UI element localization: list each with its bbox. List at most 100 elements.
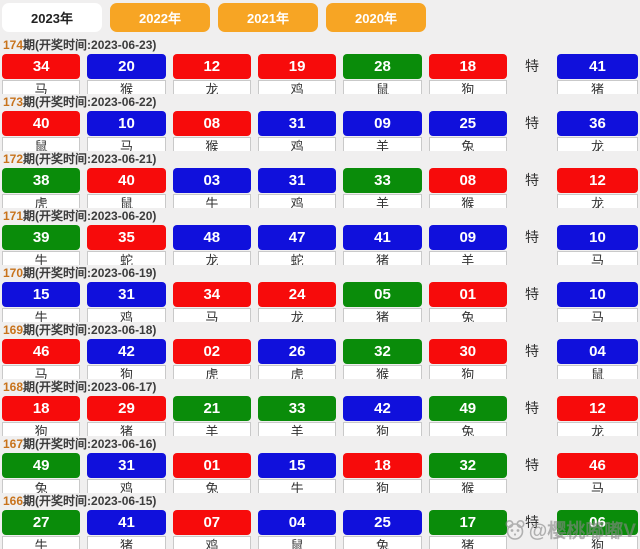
ball-number: 20: [87, 54, 166, 79]
special-ball: 04 鼠: [557, 339, 638, 379]
special-label: 特: [525, 457, 539, 473]
ball-zodiac: 牛: [2, 251, 81, 265]
ball-zodiac: 狗: [87, 365, 166, 379]
ball: 20 猴: [87, 54, 166, 94]
ball-zodiac: 马: [2, 80, 81, 94]
ball-zodiac: 猪: [343, 308, 422, 322]
ball-zodiac: 龙: [557, 194, 638, 208]
draw-row: 168期(开奖时间:2023-06-17) 18 狗 29 猪 21 羊 33 …: [0, 379, 640, 436]
special-ball-slot: 41 猪: [557, 54, 638, 94]
tab-2023年[interactable]: 2023年: [2, 3, 102, 32]
ball: 32 猴: [428, 453, 507, 493]
ball-zodiac: 鼠: [257, 536, 337, 549]
ball: 46 马: [2, 339, 81, 379]
normal-balls: 49 兔 31 鸡 01 兔 15 牛 18 狗 32 猴: [2, 453, 507, 493]
special-label: 特: [525, 343, 539, 359]
ball-zodiac: 马: [557, 251, 638, 265]
ball-zodiac: 猴: [428, 479, 507, 493]
ball: 05 猪: [343, 282, 422, 322]
ball-number: 26: [257, 339, 337, 364]
ball-number: 25: [428, 111, 507, 136]
draw-header: 172期(开奖时间:2023-06-21): [0, 151, 640, 168]
ball: 18 狗: [2, 396, 81, 436]
ball-zodiac: 虎: [257, 365, 337, 379]
ball-number: 05: [343, 282, 422, 307]
ball-zodiac: 猴: [172, 137, 251, 151]
tab-2020年[interactable]: 2020年: [326, 3, 426, 32]
ball-number: 18: [2, 396, 81, 421]
ball-zodiac: 猴: [87, 80, 166, 94]
draw-row: 166期(开奖时间:2023-06-15) 27 牛 41 猪 07 鸡 04 …: [0, 493, 640, 549]
period-number: 171: [3, 209, 24, 223]
ball-number: 49: [2, 453, 81, 478]
ball: 34 马: [2, 54, 81, 94]
ball-zodiac: 猪: [428, 536, 507, 549]
draw-row: 172期(开奖时间:2023-06-21) 38 虎 40 鼠 03 牛 31 …: [0, 151, 640, 208]
period-number: 166: [3, 494, 24, 508]
ball-number: 07: [172, 510, 251, 535]
draw-row: 171期(开奖时间:2023-06-20) 39 牛 35 蛇 48 龙 47 …: [0, 208, 640, 265]
draw-time: 期(开奖时间:2023-06-19): [23, 266, 157, 280]
special-ball-slot: 36 龙: [557, 111, 638, 151]
ball-number: 31: [87, 282, 166, 307]
ball-number: 34: [2, 54, 81, 79]
ball-zodiac: 龙: [557, 137, 638, 151]
ball: 12 龙: [172, 54, 251, 94]
special-label: 特: [525, 172, 539, 188]
ball-zodiac: 猪: [87, 536, 166, 549]
normal-balls: 38 虎 40 鼠 03 牛 31 鸡 33 羊 08 猴: [2, 168, 507, 208]
ball-number: 25: [343, 510, 422, 535]
normal-balls: 46 马 42 狗 02 虎 26 虎 32 猴 30 狗: [2, 339, 507, 379]
ball-zodiac: 鼠: [87, 194, 166, 208]
special-ball-slot: 46 马: [557, 453, 638, 493]
special-ball: 10 马: [557, 282, 638, 322]
special-label: 特: [525, 115, 539, 131]
special-label: 特: [525, 229, 539, 245]
ball-number: 02: [172, 339, 251, 364]
draw-time: 期(开奖时间:2023-06-21): [23, 152, 157, 166]
ball-number: 38: [2, 168, 81, 193]
ball: 33 羊: [257, 396, 337, 436]
ball-zodiac: 羊: [343, 194, 422, 208]
ball: 18 狗: [428, 54, 507, 94]
ball-number: 46: [2, 339, 81, 364]
ball-number: 06: [557, 510, 638, 535]
ball-number: 36: [557, 111, 638, 136]
ball: 47 蛇: [257, 225, 337, 265]
ball: 19 鸡: [257, 54, 337, 94]
ball-number: 40: [2, 111, 81, 136]
ball-number: 10: [87, 111, 166, 136]
ball-zodiac: 兔: [428, 422, 507, 436]
special-ball: 06 狗: [557, 510, 638, 549]
ball: 25 兔: [428, 111, 507, 151]
tab-2021年[interactable]: 2021年: [218, 3, 318, 32]
ball-number: 04: [257, 510, 337, 535]
ball-zodiac: 鼠: [343, 80, 422, 94]
ball-zodiac: 狗: [428, 80, 507, 94]
normal-balls: 34 马 20 猴 12 龙 19 鸡 28 鼠 18 狗: [2, 54, 507, 94]
ball: 26 虎: [257, 339, 337, 379]
normal-balls: 39 牛 35 蛇 48 龙 47 蛇 41 猪 09 羊: [2, 225, 507, 265]
draw-header: 174期(开奖时间:2023-06-23): [0, 37, 640, 54]
draw-time: 期(开奖时间:2023-06-16): [23, 437, 157, 451]
special-label: 特: [525, 514, 539, 530]
ball: 09 羊: [428, 225, 507, 265]
ball-zodiac: 鼠: [557, 365, 638, 379]
special-ball-slot: 04 鼠: [557, 339, 638, 379]
ball: 07 鸡: [172, 510, 251, 549]
ball: 42 狗: [343, 396, 422, 436]
ball: 40 鼠: [2, 111, 81, 151]
normal-balls: 40 鼠 10 马 08 猴 31 鸡 09 羊 25 兔: [2, 111, 507, 151]
special-ball: 46 马: [557, 453, 638, 493]
draw-cells: 18 狗 29 猪 21 羊 33 羊 42 狗 49 兔 特 12 龙: [0, 396, 640, 436]
period-number: 168: [3, 380, 24, 394]
ball-zodiac: 猪: [343, 251, 422, 265]
ball-number: 32: [343, 339, 422, 364]
ball-zodiac: 马: [557, 479, 638, 493]
ball-number: 10: [557, 225, 638, 250]
ball: 31 鸡: [257, 111, 337, 151]
ball-zodiac: 虎: [172, 365, 251, 379]
draw-header: 170期(开奖时间:2023-06-19): [0, 265, 640, 282]
tab-2022年[interactable]: 2022年: [110, 3, 210, 32]
ball: 31 鸡: [257, 168, 337, 208]
